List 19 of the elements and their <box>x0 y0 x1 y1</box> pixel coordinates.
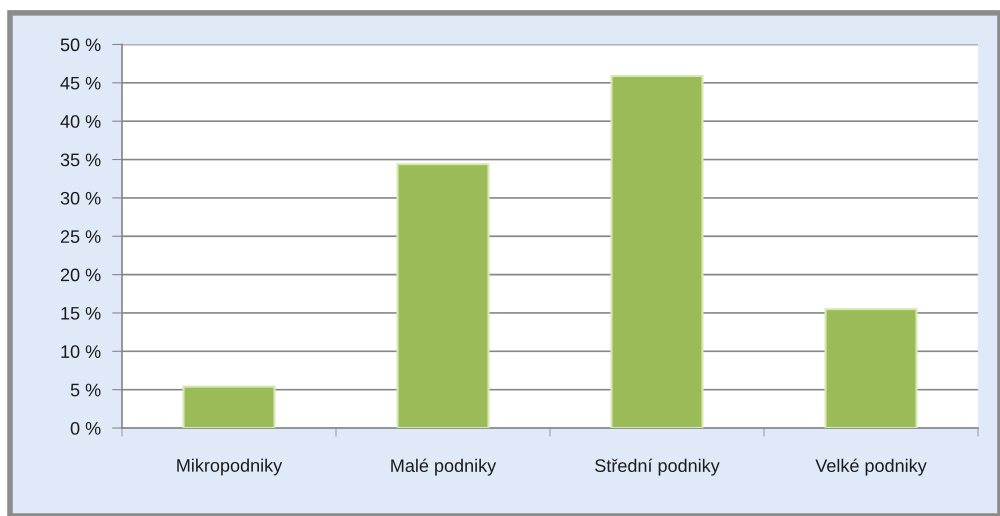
y-tick-label: 50 % <box>60 38 101 52</box>
y-tick-label: 5 % <box>70 384 101 396</box>
y-tick-label: 20 % <box>60 268 101 282</box>
bar <box>182 386 276 428</box>
bar <box>824 308 918 428</box>
y-tick-label: 10 % <box>61 345 101 358</box>
x-tick-label: Malé podniky <box>391 458 496 476</box>
y-tick-label: 0 % <box>70 422 101 435</box>
y-tick-label: 45 % <box>60 76 101 90</box>
x-tick-label: Velké podniky <box>815 458 927 476</box>
y-tick-label: 35 % <box>60 153 101 166</box>
y-tick-label: 40 % <box>60 115 101 128</box>
x-tick-label: Střední podniky <box>595 458 720 476</box>
bar <box>610 74 704 428</box>
y-tick-label: 30 % <box>60 192 101 205</box>
y-tick-label: 25 % <box>60 230 101 243</box>
y-tick-label: 15 % <box>61 306 101 320</box>
bar <box>396 163 490 428</box>
x-tick-label: Mikropodniky <box>177 458 282 476</box>
